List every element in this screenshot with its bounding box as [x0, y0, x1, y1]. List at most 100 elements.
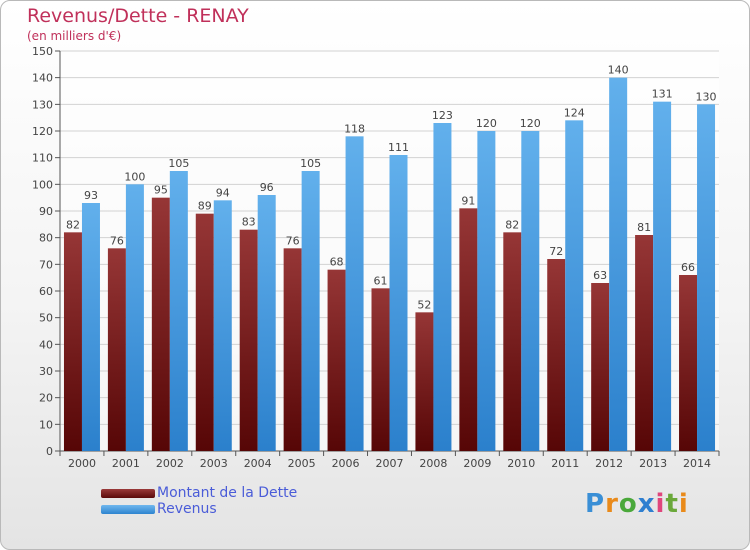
bar-dette: [371, 288, 390, 451]
data-label-dette: 66: [681, 261, 695, 274]
bar-revenus: [565, 120, 584, 451]
y-tick-label: 30: [39, 365, 53, 378]
y-tick-label: 10: [39, 418, 53, 431]
data-label-dette: 72: [549, 245, 563, 258]
data-label-dette: 81: [637, 221, 651, 234]
bar-dette: [283, 248, 302, 451]
data-label-revenus: 120: [476, 117, 497, 130]
y-tick-label: 0: [46, 445, 53, 458]
bar-dette: [415, 312, 434, 451]
bar-revenus: [389, 155, 408, 451]
bar-revenus: [521, 131, 540, 451]
y-tick-label: 120: [32, 125, 53, 138]
bar-dette: [63, 232, 82, 451]
legend-swatch-revenus: [101, 505, 155, 514]
x-tick-label: 2009: [463, 457, 491, 470]
bar-dette: [547, 259, 566, 451]
x-tick-label: 2013: [639, 457, 667, 470]
data-label-revenus: 130: [696, 90, 717, 103]
legend-swatch-dette: [101, 489, 155, 498]
y-tick-label: 140: [32, 72, 53, 85]
bar-revenus: [477, 131, 496, 451]
x-tick-label: 2005: [288, 457, 316, 470]
y-tick-label: 80: [39, 232, 53, 245]
data-label-revenus: 140: [608, 64, 629, 77]
data-label-dette: 89: [198, 200, 212, 213]
data-label-revenus: 105: [300, 157, 321, 170]
bar-revenus: [169, 171, 188, 451]
x-tick-label: 2000: [68, 457, 96, 470]
y-tick-label: 150: [32, 45, 53, 58]
bar-dette: [679, 275, 698, 451]
bar-dette: [635, 235, 654, 451]
bar-revenus: [433, 123, 452, 451]
y-tick-label: 50: [39, 312, 53, 325]
data-label-revenus: 105: [168, 157, 189, 170]
bar-dette: [239, 229, 258, 451]
bar-revenus: [345, 136, 364, 452]
bar-dette: [591, 283, 610, 451]
bar-revenus: [301, 171, 320, 451]
bar-dette: [107, 248, 126, 451]
y-tick-label: 130: [32, 98, 53, 111]
data-label-revenus: 93: [84, 189, 98, 202]
bar-dette: [459, 208, 478, 451]
chart-subtitle: (en milliers d'€): [27, 29, 122, 43]
x-tick-label: 2012: [595, 457, 623, 470]
legend-label-dette: Montant de la Dette: [157, 485, 298, 501]
proxiti-logo: Proxiti: [585, 489, 689, 519]
y-tick-label: 90: [39, 205, 53, 218]
x-tick-label: 2002: [156, 457, 184, 470]
x-tick-label: 2011: [551, 457, 579, 470]
data-label-dette: 91: [461, 194, 475, 207]
legend-label-revenus: Revenus: [157, 501, 217, 517]
data-label-dette: 82: [505, 218, 519, 231]
y-tick-label: 70: [39, 258, 53, 271]
data-label-revenus: 124: [564, 106, 585, 119]
bar-dette: [327, 269, 346, 451]
bar-dette: [195, 213, 214, 451]
data-label-revenus: 118: [344, 122, 365, 135]
data-label-revenus: 100: [124, 170, 145, 183]
data-label-dette: 68: [330, 256, 344, 269]
data-label-revenus: 123: [432, 109, 453, 122]
data-label-dette: 61: [374, 274, 388, 287]
bars-layer: [63, 77, 716, 452]
data-label-revenus: 120: [520, 117, 541, 130]
x-tick-label: 2007: [376, 457, 404, 470]
data-label-dette: 63: [593, 269, 607, 282]
data-label-revenus: 111: [388, 141, 409, 154]
bar-revenus: [257, 195, 276, 451]
bar-revenus: [81, 203, 100, 451]
y-tick-label: 40: [39, 338, 53, 351]
x-tick-label: 2003: [200, 457, 228, 470]
data-label-dette: 76: [110, 234, 124, 247]
bar-dette: [151, 197, 170, 451]
bar-revenus: [213, 200, 232, 451]
x-tick-label: 2004: [244, 457, 272, 470]
x-tick-label: 2008: [419, 457, 447, 470]
data-label-dette: 95: [154, 184, 168, 197]
chart-title: Revenus/Dette - RENAY: [27, 5, 249, 27]
x-tick-label: 2014: [683, 457, 711, 470]
data-label-revenus: 131: [652, 88, 673, 101]
x-tick-label: 2001: [112, 457, 140, 470]
bar-revenus: [609, 77, 628, 452]
y-tick-label: 60: [39, 285, 53, 298]
bar-revenus: [697, 104, 716, 451]
y-tick-label: 100: [32, 178, 53, 191]
data-label-dette: 52: [417, 298, 431, 311]
y-tick-label: 110: [32, 152, 53, 165]
data-label-dette: 82: [66, 218, 80, 231]
bar-revenus: [125, 184, 144, 452]
bar-revenus: [653, 101, 672, 452]
data-label-dette: 76: [286, 234, 300, 247]
data-label-revenus: 96: [260, 181, 274, 194]
x-tick-label: 2006: [332, 457, 360, 470]
data-label-dette: 83: [242, 216, 256, 229]
bar-dette: [503, 232, 522, 451]
labels-layer: 2000 82 93 2001 76 100 2002 95 105 2003 89 94 2004 83…: [66, 64, 717, 470]
y-tick-label: 20: [39, 392, 53, 405]
